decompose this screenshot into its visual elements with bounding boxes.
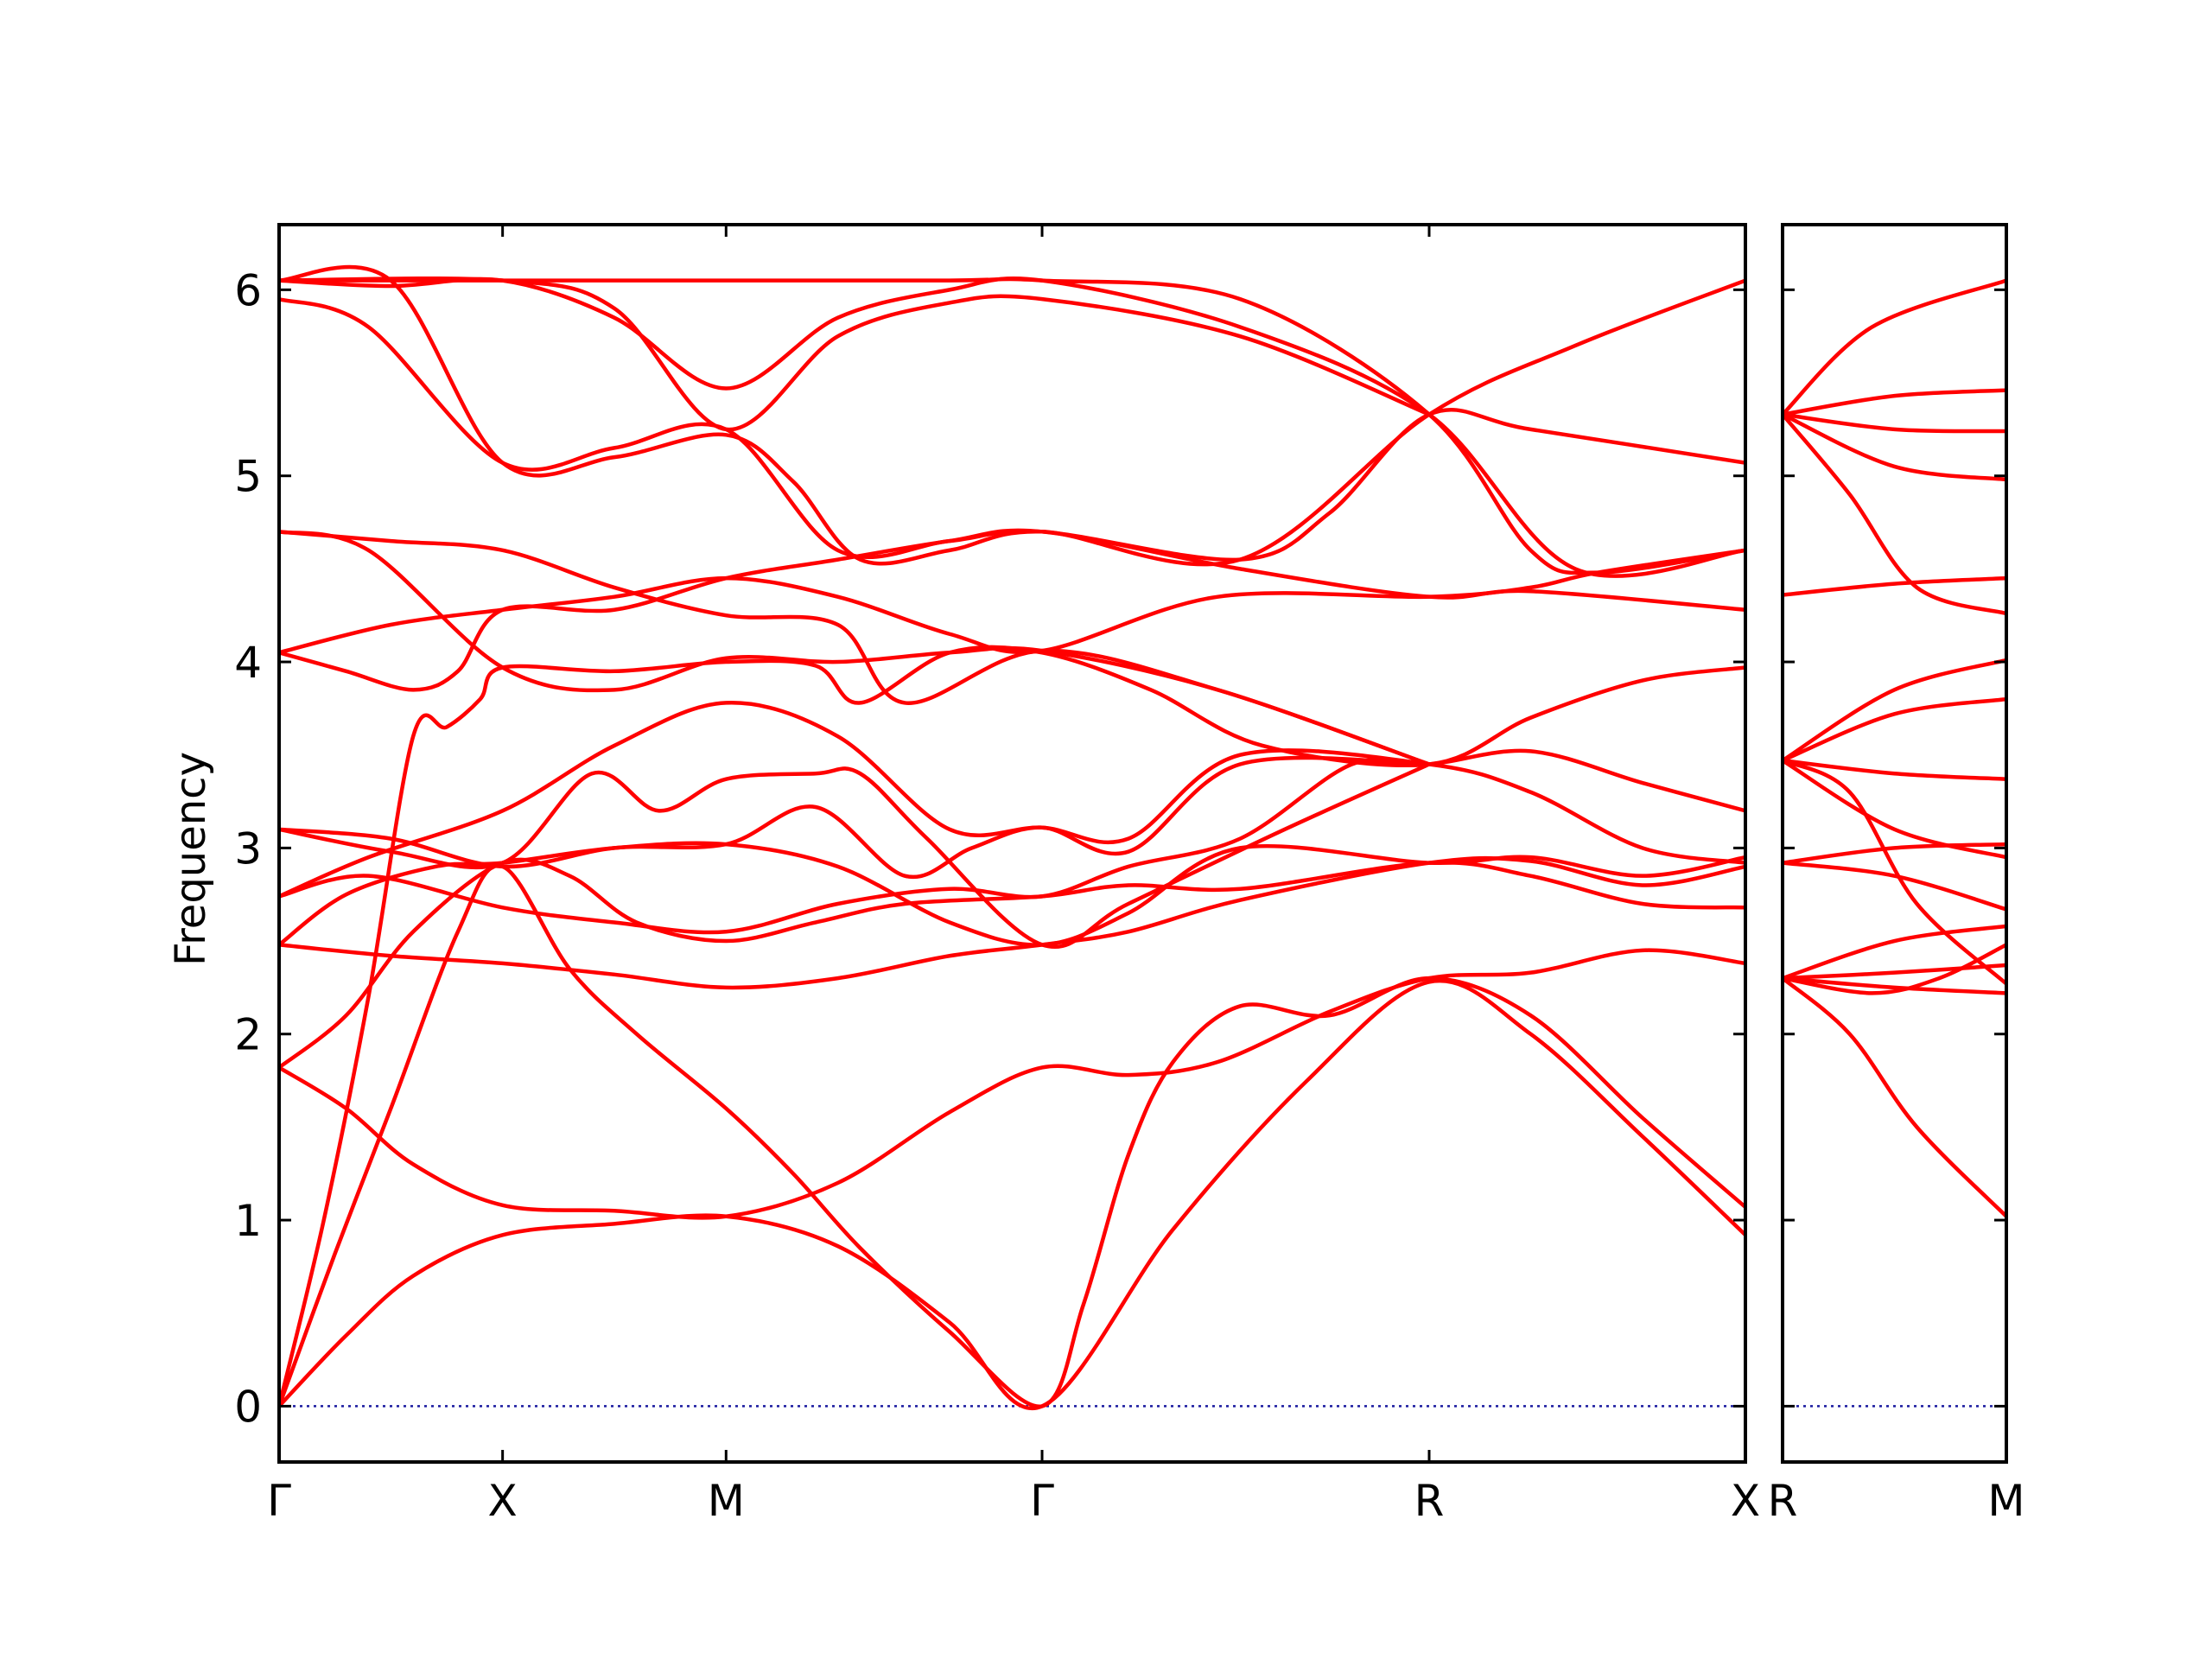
phonon-band-main-16 [279,296,1745,563]
x-tick-label: Γ [1030,1476,1054,1526]
plot-frame-main [277,223,1747,1464]
phonon-band-side-3 [1783,963,2006,981]
main-panel: 0 1 2 3 4 5 6 Γ X M Γ R X [234,223,1760,1526]
phonon-band-main-11 [279,762,1432,950]
phonon-band-main-3 [279,645,1745,1408]
phonon-band-side-8 [1783,758,2006,986]
x-tick-label: M [1987,1476,2024,1526]
phonon-band-main-9 [279,701,1745,899]
phonon-band-side-4 [1783,976,2006,995]
phonon-band-main-10 [279,755,1432,880]
x-tick-label: X [488,1476,518,1526]
phonon-band-main-6 [279,855,1745,990]
phonon-band-side-11 [1783,696,2006,763]
y-tick-label: 2 [234,1010,262,1060]
phonon-band-main-13 [279,548,1745,655]
y-axis-label: Frequency [167,752,215,966]
x-tick-label: Γ [267,1476,291,1526]
phonon-band-side-12 [1783,658,2006,763]
phonon-band-side-17 [1783,388,2006,416]
phonon-band-side-10 [1783,758,2006,781]
y-tick-label: 4 [234,638,262,688]
phonon-band-side-7 [1783,842,2006,865]
phonon-band-main-8 [279,748,1745,935]
phonon-band-main-4 [279,948,1745,1220]
phonon-band-main-15 [279,530,1432,766]
phonon-band-main-14 [279,530,1432,766]
phonon-band-main-17 [279,264,1745,567]
phonon-band-side-14 [1783,412,2006,616]
y-tick-label: 3 [234,823,262,874]
phonon-band-main-1 [279,978,1745,1410]
phonon-band-side-13 [1783,575,2006,597]
phonon-band-side-15 [1783,412,2006,482]
phonon-band-main-19 [279,276,1745,575]
phonon-band-side-9 [1783,758,2006,860]
phonon-band-side-5 [1783,924,2006,981]
plot-frame-side [1781,223,2008,1464]
phonon-band-side-6 [1783,861,2006,912]
y-tick-label: 5 [234,452,262,502]
x-tick-label: R [1414,1476,1445,1526]
y-tick-label: 1 [234,1196,262,1246]
y-tick-label: 0 [234,1382,262,1432]
x-tick-label: X [1731,1476,1760,1526]
phonon-band-side-18 [1783,278,2006,416]
phonon-band-side-16 [1783,412,2006,434]
phonon-band-main-5 [279,857,1745,1070]
x-tick-label: R [1768,1476,1798,1526]
phonon-band-main-20 [279,276,1432,432]
x-tick-label: M [708,1476,745,1526]
phonon-band-side-1 [1783,976,2006,1218]
y-tick-label: 6 [234,265,262,315]
